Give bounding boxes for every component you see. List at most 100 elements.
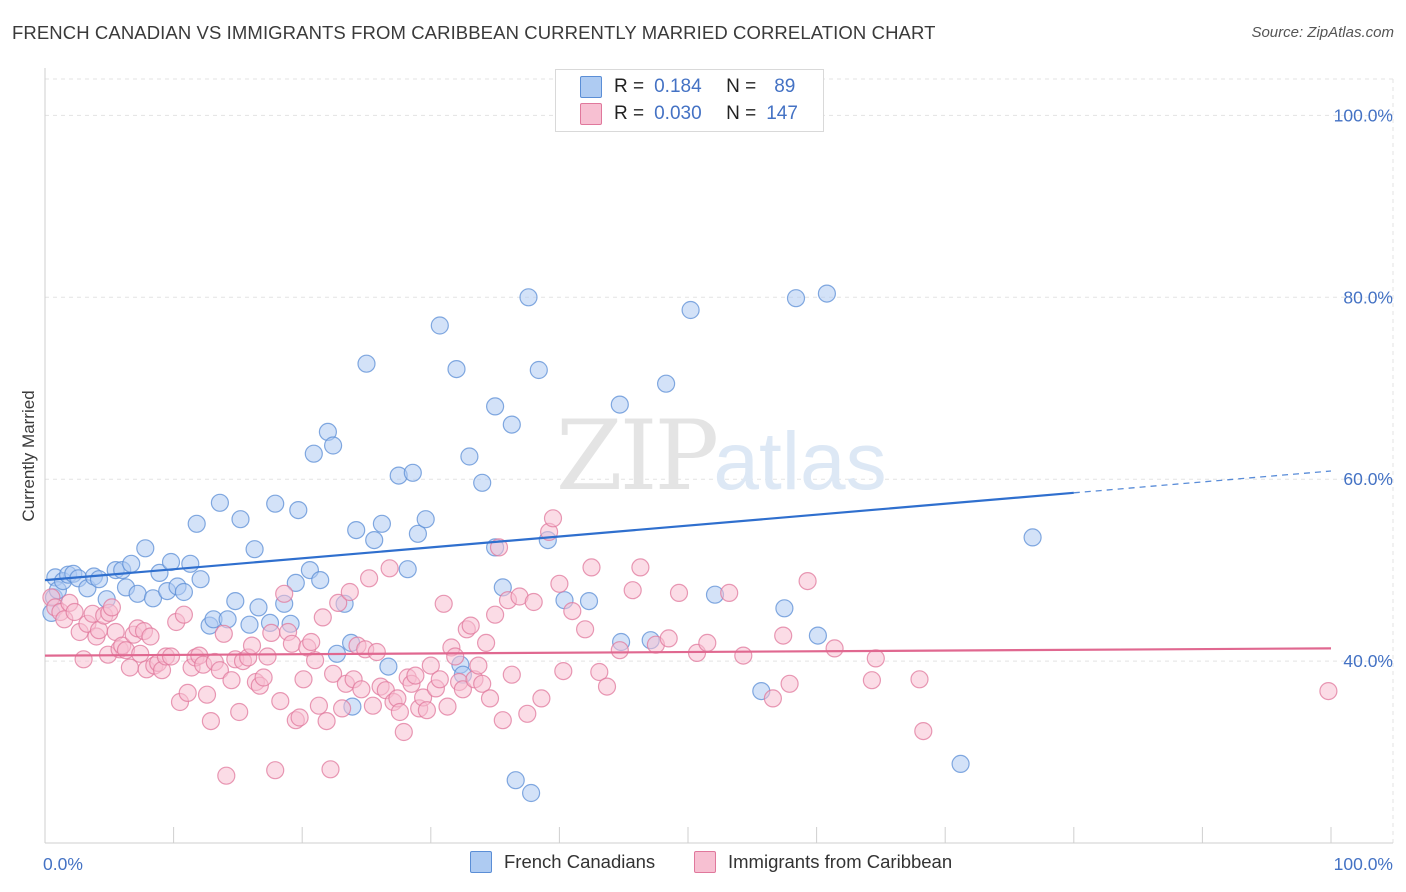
data-point — [266, 494, 285, 513]
data-point — [734, 646, 753, 665]
data-point — [266, 761, 285, 780]
data-point — [249, 598, 268, 617]
data-point — [365, 530, 384, 550]
legend-swatch-pink — [580, 103, 602, 125]
data-point — [1319, 681, 1338, 701]
data-point — [150, 563, 169, 583]
data-point — [217, 766, 236, 785]
data-point — [631, 558, 650, 577]
chart-title: FRENCH CANADIAN VS IMMIGRANTS FROM CARIB… — [12, 22, 936, 43]
legend-n-value: 147 — [766, 103, 798, 124]
data-point — [304, 444, 323, 463]
data-point — [774, 626, 793, 645]
data-point — [502, 665, 521, 684]
data-point — [102, 598, 122, 617]
data-point — [321, 760, 340, 779]
data-point — [461, 616, 480, 635]
legend-r-label: R = — [614, 76, 645, 97]
data-point — [245, 540, 264, 559]
data-point — [480, 689, 500, 708]
trend-lines — [44, 470, 1332, 657]
data-point — [780, 674, 799, 693]
data-point — [352, 680, 371, 699]
data-point — [286, 573, 305, 593]
data-point — [447, 360, 466, 379]
watermark-atlas: atlas — [713, 416, 886, 507]
y-tick-label: 80.0% — [1343, 287, 1393, 307]
legend-r-label: R = — [614, 103, 645, 124]
data-point — [372, 514, 391, 533]
y-tick-label: 60.0% — [1343, 469, 1393, 489]
data-point — [317, 711, 336, 731]
data-point — [329, 593, 348, 613]
legend-r-value: 0.030 — [654, 103, 702, 124]
x-tick-label: 100.0% — [1334, 854, 1393, 874]
data-point — [394, 722, 413, 742]
data-point — [681, 300, 700, 320]
data-point — [430, 670, 449, 689]
data-point — [181, 554, 200, 573]
data-point — [275, 584, 294, 603]
series-french-canadians — [42, 284, 1042, 803]
data-point — [136, 539, 155, 558]
watermark: ZIP atlas — [556, 400, 887, 512]
data-point — [486, 605, 505, 624]
data-point — [825, 639, 844, 658]
data-point — [210, 493, 229, 512]
y-axis-title: Currently Married — [19, 390, 38, 521]
data-point — [191, 570, 210, 589]
data-point — [720, 583, 739, 603]
data-point — [521, 783, 541, 803]
legend-n-value: 89 — [774, 76, 796, 97]
data-point — [623, 581, 642, 600]
data-point — [143, 589, 163, 608]
data-point — [914, 721, 933, 741]
data-point — [398, 560, 417, 579]
data-point — [519, 288, 538, 307]
axis-labels: 40.0% 60.0% 80.0% 100.0% 0.0% 100.0% Currently… — [19, 105, 1393, 874]
data-point — [543, 509, 563, 528]
legend-row-french-canadians: R = 0.184 N = 89 — [580, 75, 795, 99]
legend-row-immigrants-from-caribbean: R = 0.030 N = 147 — [580, 102, 798, 126]
data-point — [554, 661, 573, 681]
data-point — [363, 696, 382, 715]
data-point — [324, 664, 343, 683]
data-point — [324, 436, 343, 455]
data-point — [187, 514, 206, 533]
data-point — [489, 538, 509, 557]
data-point — [798, 571, 817, 591]
data-point — [1023, 528, 1042, 547]
series-legend-item-french-canadians: French Canadians — [470, 851, 655, 873]
data-point — [550, 574, 569, 593]
data-point — [367, 642, 386, 662]
data-point — [910, 670, 929, 689]
data-point — [201, 711, 220, 731]
data-point — [563, 601, 582, 621]
data-point — [416, 510, 435, 529]
data-point — [486, 397, 505, 416]
data-point — [226, 591, 245, 611]
trend-line-extension — [1073, 470, 1332, 494]
data-point — [306, 651, 325, 670]
data-point — [518, 704, 537, 723]
data-point — [862, 671, 882, 690]
data-point — [197, 685, 217, 704]
data-point — [469, 656, 488, 675]
x-tick-label: 0.0% — [43, 854, 83, 874]
data-point — [174, 582, 193, 602]
data-point — [242, 636, 262, 655]
data-point — [302, 632, 321, 652]
data-point — [597, 677, 617, 696]
data-point — [258, 647, 277, 666]
series-legend-label: Immigrants from Caribbean — [728, 851, 953, 872]
data-point — [808, 626, 828, 645]
data-point — [89, 570, 109, 589]
data-point — [403, 463, 422, 482]
trend-line — [44, 491, 1074, 582]
data-point — [866, 649, 885, 668]
source-label: Source: ZipAtlas.com — [1251, 24, 1394, 41]
legend-r-value: 0.184 — [654, 76, 702, 97]
data-point — [698, 633, 717, 653]
data-point — [128, 584, 147, 603]
